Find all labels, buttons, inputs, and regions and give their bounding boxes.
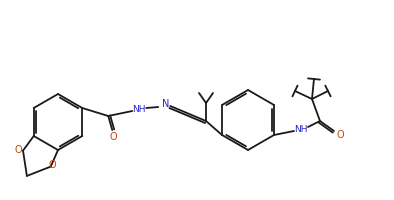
Text: O: O — [336, 130, 344, 140]
Text: NH: NH — [294, 126, 308, 134]
Text: O: O — [110, 132, 117, 142]
Text: N: N — [162, 99, 169, 109]
Text: O: O — [14, 145, 22, 155]
Text: O: O — [48, 160, 56, 170]
Text: NH: NH — [132, 105, 146, 114]
